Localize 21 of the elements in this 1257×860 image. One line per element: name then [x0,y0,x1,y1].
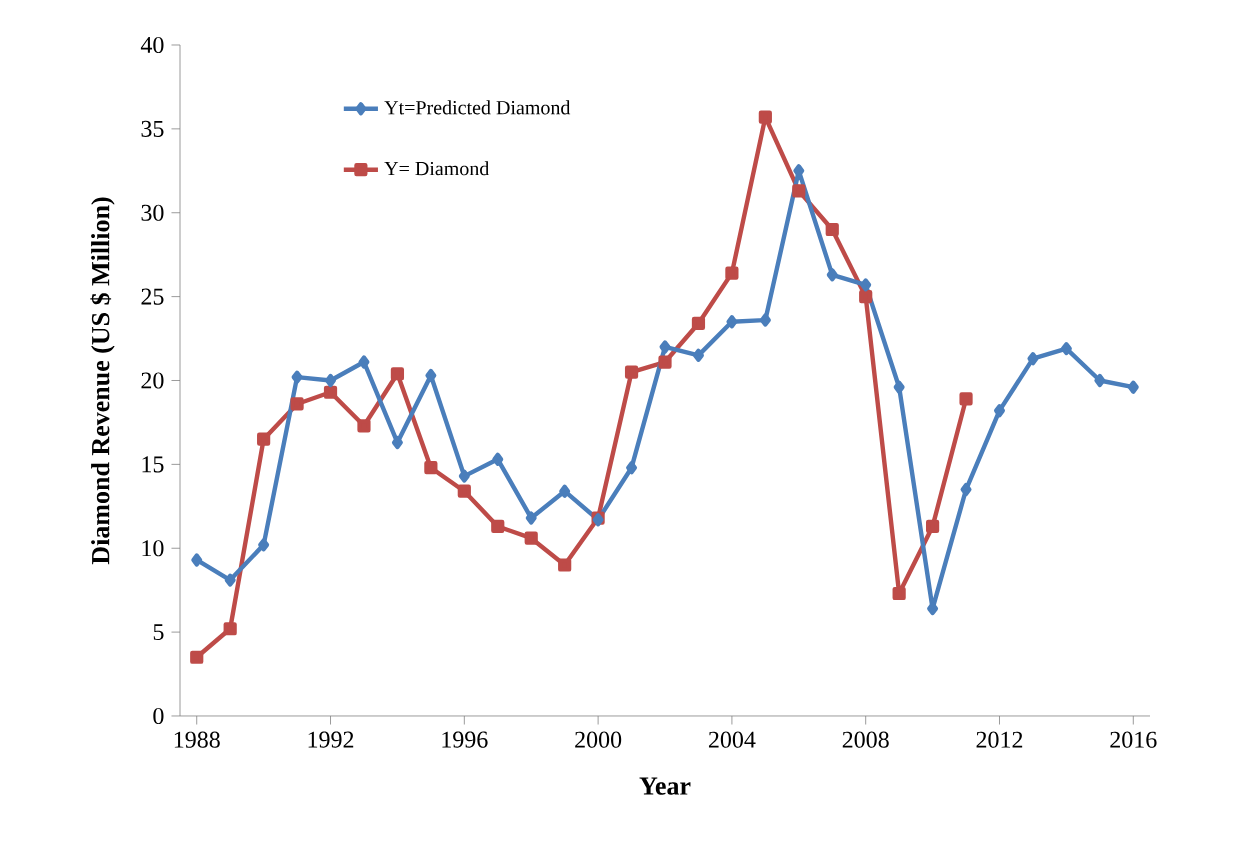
x-tick-label: 2000 [575,731,622,748]
x-axis-title: Year [639,777,691,795]
x-tick-label: 1988 [174,731,220,748]
y-tick-label: 35 [141,120,164,137]
y-tick-label: 40 [140,36,164,54]
x-tick-label: 1996 [442,731,488,748]
y-tick-label: 5 [153,624,164,641]
y-axis-title: Diamond Revenue (US $ Million) [90,197,115,565]
y-tick-label: 0 [153,707,164,725]
legend-label: Y= Diamond [384,161,490,176]
y-tick-label: 20 [141,372,164,389]
x-tick-label: 2012 [976,731,1023,748]
x-tick-label: 2008 [842,731,889,748]
y-tick-label: 10 [142,540,164,557]
y-tick-label: 15 [142,456,164,473]
x-tick-label: 1992 [308,731,354,748]
y-tick-label: 30 [141,204,164,221]
legend-label: Yt=Predicted Diamond [384,100,571,115]
x-tick-label: 2004 [708,731,756,748]
x-tick-label: 2016 [1110,731,1157,748]
y-tick-label: 25 [141,288,164,305]
